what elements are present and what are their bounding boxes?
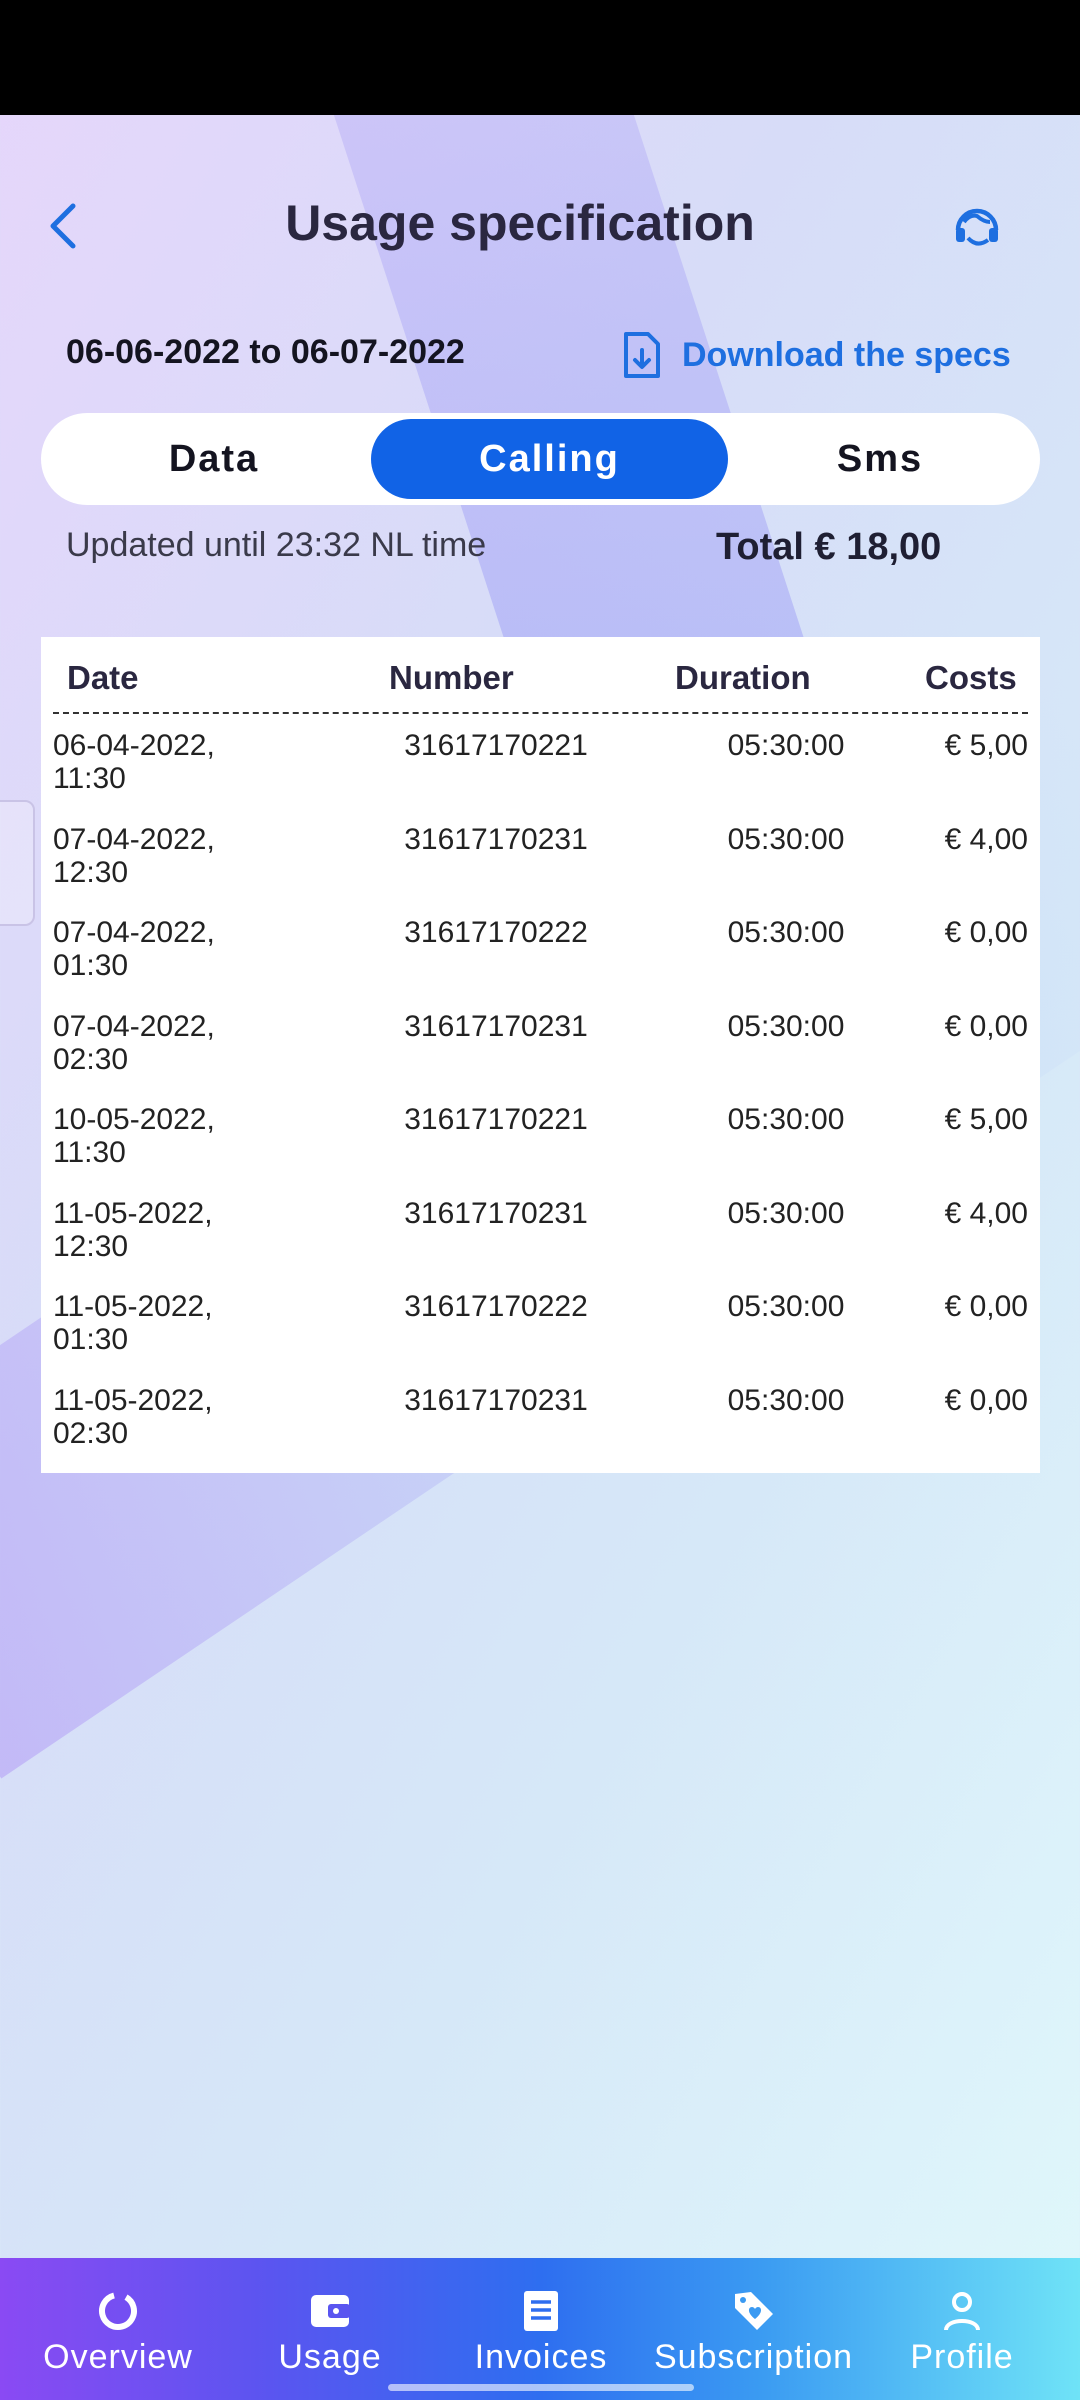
row-number: 31617170222 [404, 1290, 588, 1323]
bottom-navigation: Overview Usage Invoices [0, 2258, 1080, 2400]
row-duration: 05:30:00 [727, 1384, 845, 1417]
nav-invoices[interactable]: Invoices [441, 2258, 641, 2400]
document-list-icon [521, 2288, 561, 2334]
row-duration: 05:30:00 [727, 823, 845, 856]
nav-usage[interactable]: Usage [230, 2258, 430, 2400]
status-bar [0, 0, 1080, 115]
row-number: 31617170231 [404, 1384, 588, 1417]
header: Usage specification [0, 180, 1080, 270]
row-duration: 05:30:00 [727, 1290, 845, 1323]
row-duration: 05:30:00 [727, 916, 845, 949]
table-row: 11-05-2022, 02:30 31617170231 05:30:00 € … [41, 1384, 1040, 1478]
row-number: 31617170231 [404, 1197, 588, 1230]
donut-chart-icon [96, 2288, 140, 2334]
column-header-date: Date [67, 659, 139, 696]
row-cost: € 4,00 [944, 823, 1028, 856]
back-button[interactable] [40, 202, 88, 250]
row-cost: € 0,00 [944, 1384, 1028, 1417]
home-indicator[interactable] [388, 2384, 694, 2391]
nav-subscription-label: Subscription [653, 2338, 854, 2376]
row-duration: 05:30:00 [727, 1010, 845, 1043]
row-date: 07-04-2022, 01:30 [53, 916, 215, 982]
side-handle[interactable] [0, 800, 35, 926]
table-row: 07-04-2022, 01:30 31617170222 05:30:00 € … [41, 916, 1040, 1010]
table-row: 11-05-2022, 01:30 31617170222 05:30:00 € … [41, 1290, 1040, 1384]
period-range: 06-06-2022 to 06-07-2022 [66, 333, 465, 371]
support-button[interactable] [950, 200, 1004, 254]
download-specs-link[interactable]: Download the specs [622, 325, 1011, 385]
chevron-left-icon [50, 203, 76, 249]
column-header-costs: Costs [925, 659, 1017, 696]
tab-sms[interactable]: Sms [836, 437, 924, 480]
tab-calling[interactable]: Calling [371, 419, 728, 499]
table-row: 07-04-2022, 02:30 31617170231 05:30:00 € … [41, 1010, 1040, 1104]
row-date: 11-05-2022, 12:30 [53, 1197, 213, 1263]
row-cost: € 0,00 [944, 1290, 1028, 1323]
usage-table: Date Number Duration Costs 06-04-2022, 11… [41, 637, 1040, 1473]
row-number: 31617170231 [404, 823, 588, 856]
row-duration: 05:30:00 [727, 729, 845, 762]
wallet-icon [308, 2288, 352, 2334]
usage-type-tabs: Data Calling Sms [41, 413, 1040, 505]
table-row: 06-04-2022, 11:30 31617170221 05:30:00 € … [41, 729, 1040, 823]
row-date: 10-05-2022, 11:30 [53, 1103, 215, 1169]
row-duration: 05:30:00 [727, 1197, 845, 1230]
row-number: 31617170231 [404, 1010, 588, 1043]
user-icon [941, 2288, 983, 2334]
row-cost: € 5,00 [944, 729, 1028, 762]
nav-usage-label: Usage [278, 2338, 382, 2376]
nav-subscription[interactable]: Subscription [641, 2258, 866, 2400]
download-specs-label: Download the specs [682, 335, 1011, 374]
row-date: 07-04-2022, 12:30 [53, 823, 215, 889]
row-date: 06-04-2022, 11:30 [53, 729, 215, 795]
headset-support-icon [955, 208, 999, 246]
updated-time: Updated until 23:32 NL time [66, 526, 487, 564]
price-tag-heart-icon [731, 2288, 777, 2334]
row-number: 31617170221 [404, 1103, 588, 1136]
row-cost: € 4,00 [944, 1197, 1028, 1230]
row-date: 11-05-2022, 01:30 [53, 1290, 213, 1356]
row-duration: 05:30:00 [727, 1103, 845, 1136]
nav-overview-label: Overview [43, 2338, 193, 2376]
file-download-icon [624, 332, 660, 378]
row-cost: € 5,00 [944, 1103, 1028, 1136]
tab-data[interactable]: Data [168, 437, 260, 480]
nav-invoices-label: Invoices [474, 2338, 608, 2376]
row-cost: € 0,00 [944, 916, 1028, 949]
total-cost: Total € 18,00 [716, 526, 942, 568]
row-date: 11-05-2022, 02:30 [53, 1384, 213, 1450]
column-header-duration: Duration [675, 659, 811, 696]
page-title: Usage specification [285, 195, 755, 251]
row-number: 31617170222 [404, 916, 588, 949]
table-row: 10-05-2022, 11:30 31617170221 05:30:00 € … [41, 1103, 1040, 1197]
row-cost: € 0,00 [944, 1010, 1028, 1043]
nav-profile-label: Profile [910, 2338, 1014, 2376]
column-header-number: Number [389, 659, 514, 696]
nav-overview[interactable]: Overview [18, 2258, 218, 2400]
row-number: 31617170221 [404, 729, 588, 762]
row-date: 07-04-2022, 02:30 [53, 1010, 215, 1076]
header-divider [53, 712, 1028, 714]
nav-profile[interactable]: Profile [862, 2258, 1062, 2400]
table-row: 11-05-2022, 12:30 31617170231 05:30:00 € … [41, 1197, 1040, 1291]
table-row: 07-04-2022, 12:30 31617170231 05:30:00 € … [41, 823, 1040, 917]
period-row: 06-06-2022 to 06-07-2022 Download the sp… [0, 325, 1080, 385]
